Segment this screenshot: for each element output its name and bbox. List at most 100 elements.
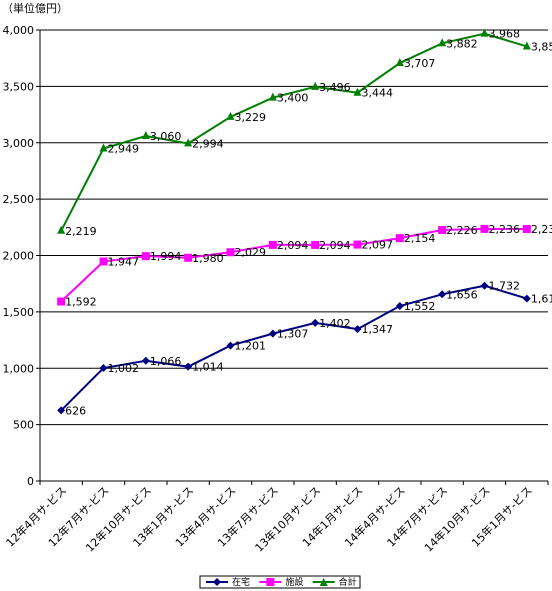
legend-label: 在宅	[232, 576, 250, 588]
data-point	[141, 252, 150, 261]
series-group: 626 1,002 1,066 1,014 1,201 1,307 1,402 1,347 1,…	[57, 28, 552, 417]
data-label: 3,444	[362, 87, 394, 100]
data-label: 2,235	[531, 223, 552, 236]
data-label: 2,226	[446, 224, 478, 237]
data-point	[141, 356, 150, 365]
data-label: 2,094	[319, 239, 351, 252]
data-label: 1,618	[531, 293, 552, 306]
legend-label: 合計	[339, 576, 357, 588]
data-label: 1,947	[108, 255, 140, 268]
data-label: 1,994	[150, 250, 182, 263]
data-point	[57, 225, 66, 234]
data-point	[268, 329, 277, 338]
data-label: 3,496	[319, 81, 351, 94]
data-point	[57, 297, 66, 306]
data-point	[311, 240, 320, 249]
data-label: 2,994	[192, 137, 224, 150]
data-label: 1,201	[235, 340, 267, 353]
legend-marker	[213, 578, 221, 586]
data-label: 1,002	[108, 362, 140, 375]
series-triangle: 2,219 2,949 3,060 2,994 3,229 3,400 3,496 3,444…	[57, 28, 552, 238]
data-point	[522, 225, 531, 234]
data-point	[226, 111, 235, 120]
data-label: 3,400	[277, 92, 309, 105]
data-point	[353, 240, 362, 249]
y-tick-label: 4,000	[3, 24, 35, 37]
data-point	[522, 41, 531, 50]
data-label: 1,307	[277, 328, 309, 341]
data-point	[480, 224, 489, 233]
data-point	[184, 362, 193, 371]
series-diamond: 626 1,002 1,066 1,014 1,201 1,307 1,402 1,347 1,…	[57, 280, 552, 417]
data-point	[226, 248, 235, 257]
y-tick-label: 2,500	[3, 193, 35, 206]
data-label: 2,236	[489, 223, 521, 236]
y-tick-label: 3,000	[3, 137, 35, 150]
series-square: 1,592 1,947 1,994 1,980 2,029 2,094 2,094 2,097…	[57, 223, 552, 309]
data-label: 3,968	[489, 28, 521, 41]
data-label: 2,154	[404, 232, 436, 245]
data-label: 1,592	[65, 296, 97, 309]
series-line	[60, 227, 527, 303]
data-label: 3,854	[531, 40, 552, 53]
unit-label: （単位億円）	[2, 1, 68, 15]
data-label: 1,656	[446, 288, 478, 301]
data-point	[311, 318, 320, 327]
data-label: 626	[65, 404, 86, 417]
legend-label: 施設	[285, 576, 303, 588]
data-label: 3,229	[235, 111, 267, 124]
legend-item: 施設	[259, 576, 303, 588]
legend-marker	[266, 578, 275, 586]
data-point	[99, 364, 108, 373]
y-tick-label: 1,500	[3, 306, 35, 319]
data-point	[395, 302, 404, 311]
legend-item: 合計	[312, 576, 357, 588]
series-line	[60, 32, 528, 232]
data-point	[353, 325, 362, 334]
data-label: 1,066	[150, 355, 182, 368]
data-point	[184, 138, 193, 147]
data-label: 3,707	[404, 57, 436, 70]
legend-item: 在宅	[206, 576, 250, 588]
y-tick-label: 2,000	[3, 250, 35, 263]
data-point	[268, 92, 277, 101]
data-label: 1,552	[404, 300, 436, 313]
data-label: 2,949	[108, 143, 140, 156]
data-point	[480, 28, 489, 37]
y-tick-label: 500	[13, 419, 34, 432]
y-tick-label: 1,000	[3, 362, 35, 375]
series-line	[60, 284, 528, 412]
data-label: 3,060	[150, 130, 182, 143]
data-point	[395, 234, 404, 243]
data-point	[480, 281, 489, 290]
data-point	[438, 290, 447, 299]
data-point	[184, 253, 193, 262]
x-axis-tick-labels: 12年4月サ-ビス12年7月サ-ビス12年10月サ-ビス13年1月サ-ビス13年…	[3, 483, 535, 554]
data-point	[99, 257, 108, 266]
data-label: 1,980	[192, 252, 224, 265]
data-label: 2,029	[235, 246, 267, 259]
data-point	[57, 406, 66, 415]
data-label: 2,097	[362, 239, 394, 252]
data-point	[438, 38, 447, 47]
data-label: 1,347	[362, 323, 394, 336]
legend-marker	[319, 578, 328, 586]
y-tick-label: 0	[27, 475, 34, 488]
data-label: 1,402	[319, 317, 351, 330]
data-point	[353, 87, 362, 96]
data-point	[99, 143, 108, 152]
data-label: 2,219	[65, 225, 97, 238]
axes	[39, 30, 549, 485]
data-point	[438, 226, 447, 235]
y-axis-tick-labels: 0 500 1,000 1,500 2,000 2,500 3,000 3,500 4,000	[3, 24, 35, 488]
legend: 在宅 施設 合計	[199, 575, 361, 589]
data-point	[522, 294, 531, 303]
data-point	[141, 130, 150, 139]
data-label: 3,882	[446, 37, 478, 50]
y-tick-label: 3,500	[3, 80, 35, 93]
data-point	[311, 81, 320, 90]
data-point	[395, 58, 404, 67]
data-label: 1,732	[489, 280, 521, 293]
data-point	[268, 240, 277, 249]
